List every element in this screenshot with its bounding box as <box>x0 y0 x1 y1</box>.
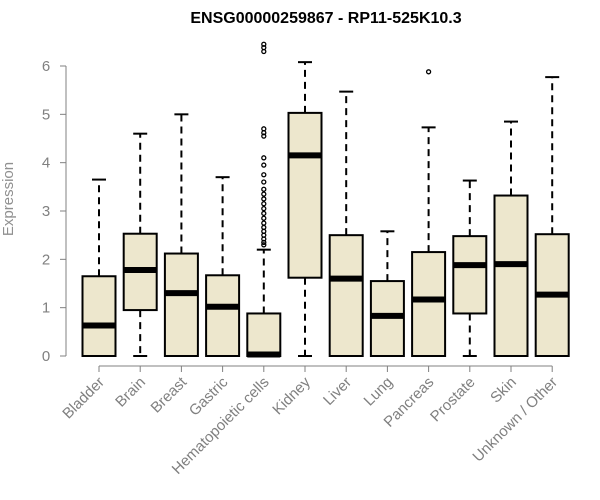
outlier-4-8 <box>261 210 267 217</box>
box-3 <box>205 176 241 357</box>
outlier-4-5 <box>261 224 267 231</box>
outlier-4-7 <box>261 215 267 221</box>
x-tick-label-5: Kidney <box>269 373 314 418</box>
x-tick-label-1: Brain <box>112 374 149 411</box>
box-rect-8 <box>411 251 447 357</box>
x-tick-label-2: Breast <box>148 373 191 416</box>
y-axis-label: Expression <box>0 162 17 236</box>
box-rect-6 <box>328 234 364 358</box>
box-rect-5 <box>287 111 323 279</box>
outlier-4-15 <box>261 172 267 178</box>
box-10 <box>493 120 529 357</box>
y-tick-label-1: 1 <box>42 300 50 317</box>
box-rect-4 <box>246 312 282 358</box>
box-rect-10 <box>493 194 529 357</box>
outlier-4-6 <box>261 220 267 226</box>
outlier-4-12 <box>261 191 267 197</box>
outlier-4-17 <box>261 155 267 161</box>
outlier-4-13 <box>261 186 267 192</box>
box-4 <box>246 41 282 358</box>
outlier-4-0 <box>261 242 267 248</box>
outlier-4-10 <box>261 201 267 207</box>
box-rect-3 <box>205 274 241 357</box>
box-7 <box>369 230 405 358</box>
y-tick-label-4: 4 <box>42 155 50 172</box>
y-tick-label-5: 5 <box>42 106 50 123</box>
chart-title: ENSG00000259867 - RP11-525K10.3 <box>190 10 461 27</box>
x-tick-label-7: Lung <box>361 374 397 410</box>
outlier-8-0 <box>425 69 432 75</box>
box-2 <box>163 113 199 358</box>
box-8 <box>411 69 447 357</box>
outlier-4-20 <box>261 126 267 132</box>
outlier-4-11 <box>261 196 267 202</box>
y-tick-label-3: 3 <box>42 203 50 220</box>
y-tick-label-0: 0 <box>42 348 50 365</box>
x-tick-label-0: Bladder <box>59 374 108 423</box>
x-tick-label-9: Prostate <box>427 374 479 426</box>
boxes-group <box>81 41 570 358</box>
box-rect-2 <box>163 252 199 358</box>
outlier-4-16 <box>261 162 267 168</box>
y-tick-label-6: 6 <box>42 58 50 75</box>
box-rect-0 <box>81 275 117 357</box>
y-tick-label-2: 2 <box>42 251 50 268</box>
outlier-4-23 <box>261 41 267 47</box>
box-9 <box>452 179 488 357</box>
box-0 <box>81 178 117 357</box>
outlier-4-14 <box>261 179 267 185</box>
box-rect-9 <box>452 235 488 315</box>
x-tick-label-6: Liver <box>320 374 355 409</box>
y-axis: 0 1 2 3 4 5 6 <box>42 58 67 365</box>
outlier-4-9 <box>261 205 267 212</box>
box-11 <box>534 76 570 357</box>
x-tick-label-10: Skin <box>487 374 520 407</box>
box-1 <box>122 132 158 357</box>
box-6 <box>328 90 364 358</box>
box-5 <box>287 61 323 357</box>
